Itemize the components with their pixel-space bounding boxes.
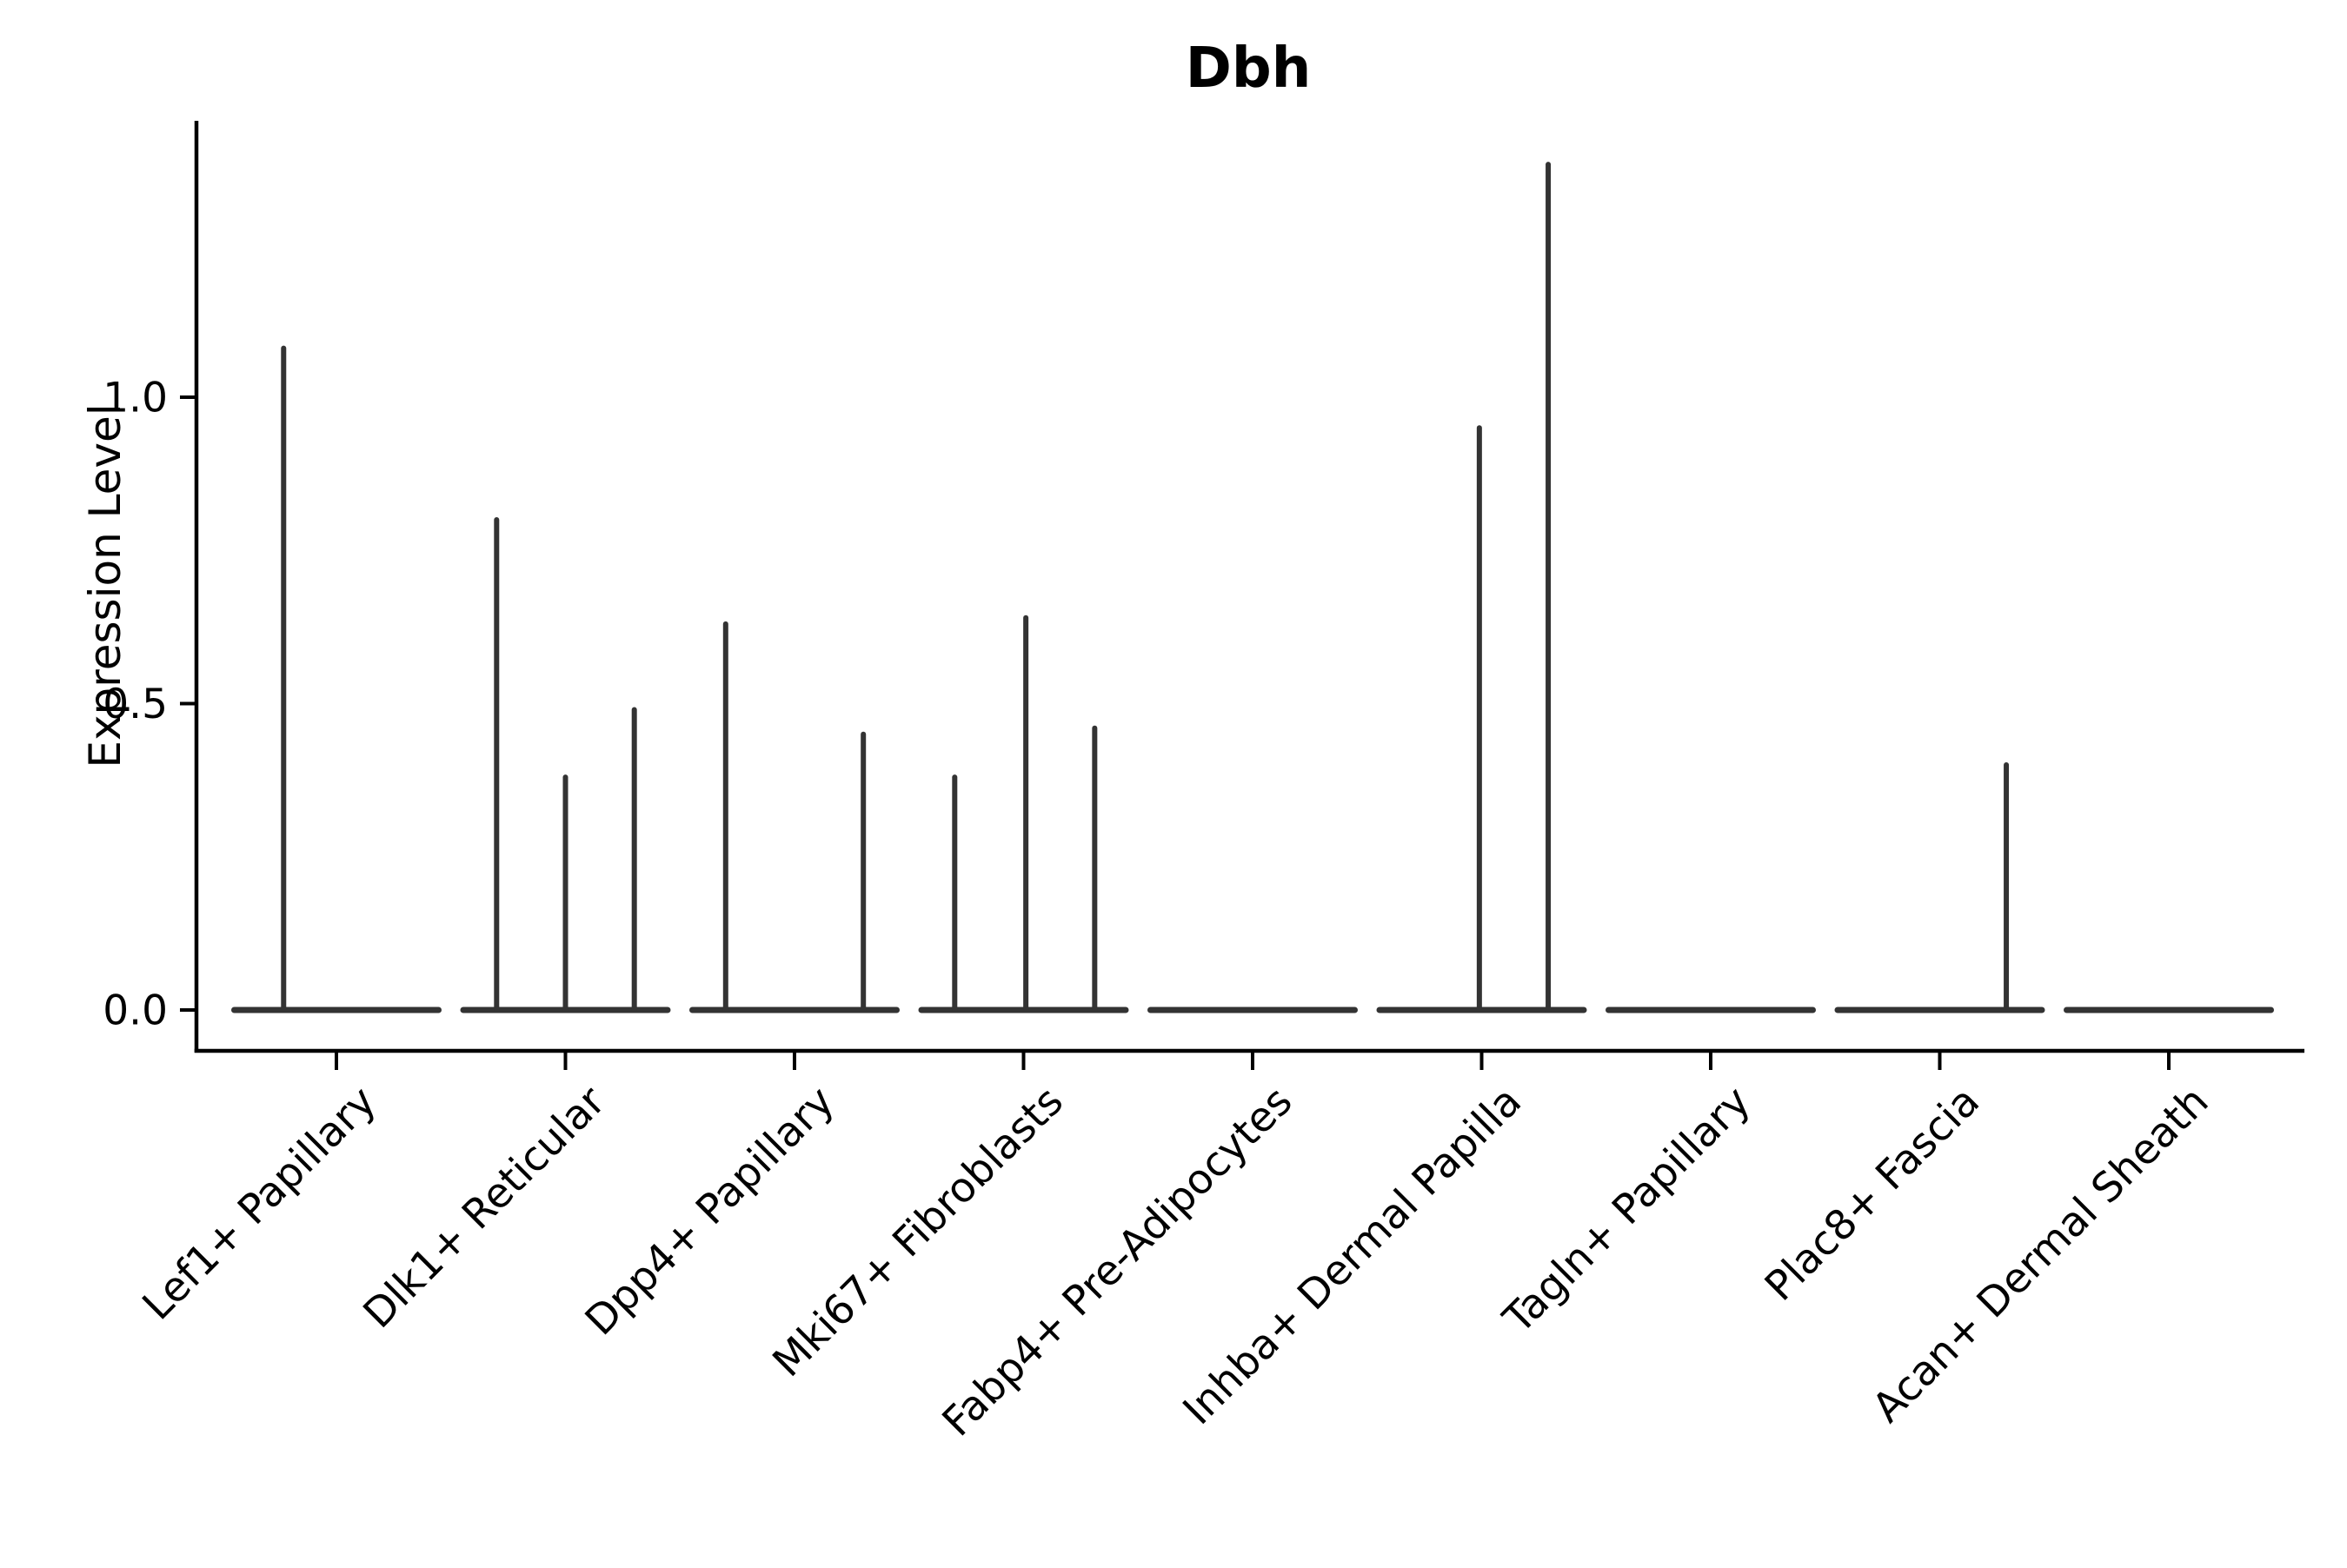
y-tick-label: 0.5 [103,681,168,728]
violin-baseline [689,1007,900,1013]
y-axis-label: Expression Level [80,403,130,767]
y-tick-label: 1.0 [103,374,168,422]
y-tick-label: 0.0 [103,987,168,1034]
violin-baseline [1606,1007,1816,1013]
x-tick-label: Tagln+ Papillary [1494,1078,1760,1344]
chart-title: Dbh [1186,37,1312,101]
violins-layer [231,162,2274,1013]
violin-baseline [1834,1007,2045,1013]
x-tick-label: Lef1+ Papillary [134,1078,386,1330]
x-tick-label: Dpp4+ Papillary [576,1078,844,1345]
x-tick-label: Dlk1+ Reticular [355,1077,615,1338]
violin-baseline [231,1007,442,1013]
violin-baseline [2064,1007,2274,1013]
violin-baseline [1147,1007,1358,1013]
x-tick-label: Plac8+ Fascia [1756,1078,1989,1311]
